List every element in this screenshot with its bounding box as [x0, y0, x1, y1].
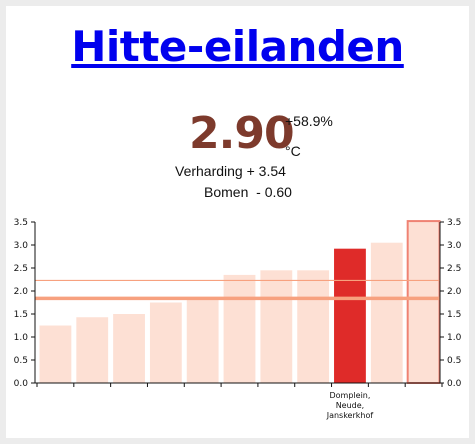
bar [39, 325, 72, 383]
bar [334, 248, 366, 383]
y-tick-label: 0.0 [14, 379, 29, 389]
driver-row-verharding: Verharding + 3.54 [175, 163, 286, 179]
y-tick-label: 2.0 [14, 287, 29, 297]
y-tick-label: 3.0 [447, 241, 462, 251]
y-tick-label: 0.0 [447, 379, 462, 389]
bar [186, 297, 219, 383]
temperature-value: 2.90 [189, 108, 295, 159]
bar [149, 302, 182, 383]
y-tick-label: 3.5 [14, 218, 28, 228]
driver-value: - 0.60 [252, 184, 292, 200]
bar [76, 317, 109, 383]
change-percentage: +58.9% [285, 113, 333, 129]
y-tick-label: 1.0 [447, 333, 462, 343]
bar [223, 274, 256, 383]
y-tick-label: 1.5 [14, 310, 28, 320]
driver-value: + 3.54 [246, 163, 286, 179]
bar [260, 270, 293, 383]
bar [370, 242, 403, 383]
page-title-link[interactable]: Hitte-eilanden [71, 22, 404, 71]
y-tick-label: 3.5 [447, 218, 461, 228]
bar [113, 314, 145, 383]
y-tick-label: 0.5 [14, 356, 28, 366]
temperature-unit: °C [285, 143, 301, 159]
y-tick-label: 2.5 [447, 264, 461, 274]
y-tick-label: 1.0 [14, 333, 29, 343]
y-tick-label: 3.0 [14, 241, 29, 251]
y-tick-label: 2.0 [447, 287, 462, 297]
bar [297, 270, 330, 383]
driver-label: Bomen [204, 184, 249, 200]
y-tick-label: 2.5 [14, 264, 28, 274]
x-category-label: Domplein, Neude, Janskerkhof [326, 391, 374, 420]
driver-row-bomen: Bomen - 0.60 [204, 184, 292, 200]
y-tick-label: 1.5 [447, 310, 461, 320]
driver-label: Verharding [175, 163, 243, 179]
bar [406, 220, 441, 384]
y-tick-label: 0.5 [447, 356, 461, 366]
